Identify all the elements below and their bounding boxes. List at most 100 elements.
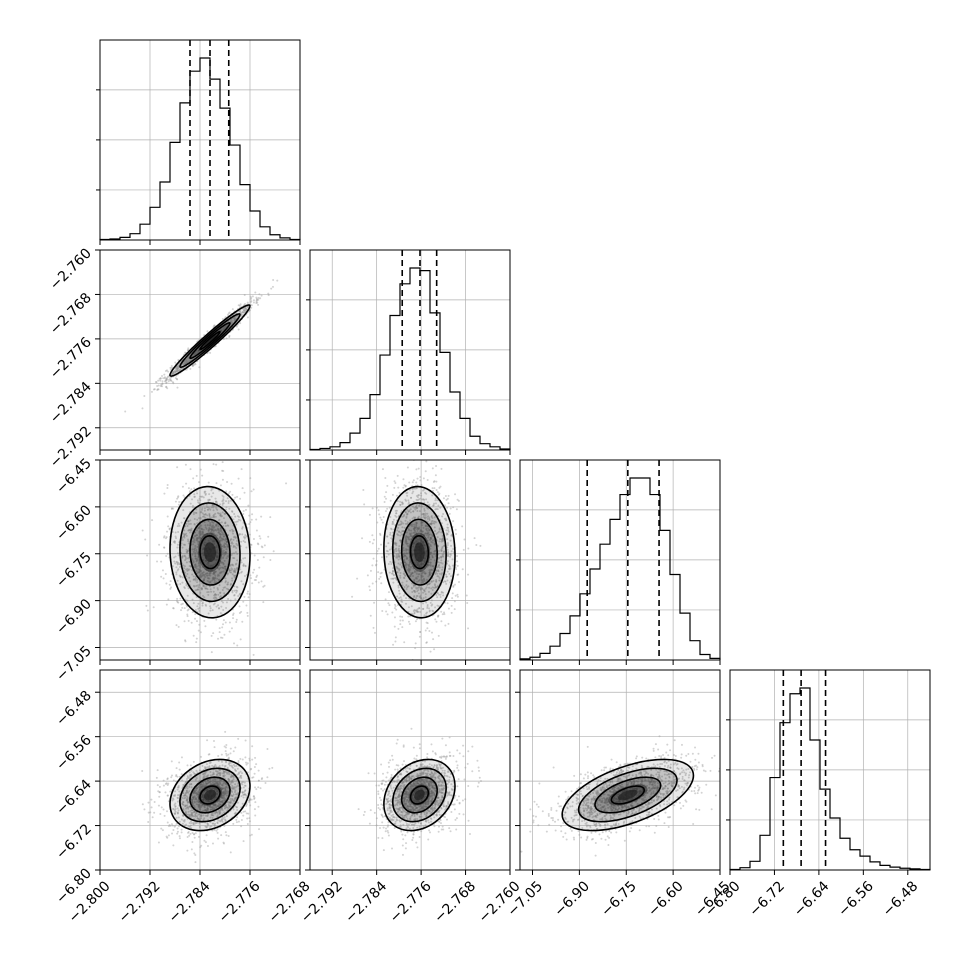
scatter-point [392, 567, 395, 570]
scatter-point [407, 499, 410, 502]
scatter-point [216, 551, 219, 554]
scatter-point [401, 501, 404, 504]
scatter-point [391, 520, 394, 523]
scatter-point [416, 563, 419, 566]
scatter-point [224, 580, 227, 583]
scatter-point [424, 629, 427, 632]
scatter-point [262, 585, 265, 588]
scatter-point [445, 533, 448, 536]
scatter-point [195, 641, 198, 644]
scatter-point [176, 367, 179, 370]
scatter-point [176, 797, 179, 800]
scatter-point [405, 562, 408, 565]
scatter-point [212, 572, 215, 575]
scatter-point [223, 792, 226, 795]
scatter-point [424, 557, 427, 560]
x-tick-label: −6.48 [880, 878, 922, 920]
scatter-point [231, 552, 234, 555]
scatter-point [201, 531, 204, 534]
scatter-point [437, 584, 440, 587]
scatter-point [389, 515, 392, 518]
scatter-point [417, 592, 420, 595]
scatter-point [206, 588, 209, 591]
scatter-point [413, 567, 416, 570]
scatter-point [211, 539, 214, 542]
scatter-point [427, 533, 430, 536]
scatter-point [423, 590, 426, 593]
scatter-point [397, 486, 400, 489]
scatter-point [419, 570, 422, 573]
scatter-point [222, 499, 225, 502]
scatter-point [447, 622, 450, 625]
scatter-point [414, 647, 417, 650]
scatter-point [441, 539, 444, 542]
scatter-point [385, 491, 388, 494]
scatter-point [256, 298, 259, 301]
scatter-point [400, 598, 403, 601]
scatter-point [418, 607, 421, 610]
scatter-point [214, 804, 217, 807]
scatter-point [185, 568, 188, 571]
scatter-point [405, 558, 408, 561]
scatter-point [211, 528, 214, 531]
scatter-point [413, 578, 416, 581]
scatter-point [156, 388, 159, 391]
scatter-point [181, 485, 184, 488]
scatter-point [399, 531, 402, 534]
scatter-point [233, 535, 236, 538]
scatter-point [186, 599, 189, 602]
scatter-point [448, 568, 451, 571]
scatter-point [202, 534, 205, 537]
scatter-point [408, 481, 411, 484]
scatter-point [213, 540, 216, 543]
scatter-point [395, 608, 398, 611]
scatter-point [201, 515, 204, 518]
scatter-point [246, 301, 249, 304]
scatter-point [426, 564, 429, 567]
scatter-point [436, 566, 439, 569]
scatter-point [172, 371, 175, 374]
scatter-point [413, 525, 416, 528]
scatter-point [203, 507, 206, 510]
scatter-point [200, 586, 203, 589]
scatter-point [415, 609, 418, 612]
scatter-point [433, 502, 436, 505]
scatter-point [410, 565, 413, 568]
scatter-point [231, 784, 234, 787]
scatter-point [210, 814, 213, 817]
scatter-point [375, 552, 378, 555]
scatter-point [209, 825, 212, 828]
scatter-point [235, 585, 238, 588]
scatter-point [190, 782, 193, 785]
scatter-point [189, 522, 192, 525]
scatter-point [446, 523, 449, 526]
scatter-point [209, 770, 212, 773]
scatter-point [223, 512, 226, 515]
scatter-point [441, 515, 444, 518]
scatter-point [200, 600, 203, 603]
scatter-point [403, 573, 406, 576]
scatter-point [211, 564, 214, 567]
scatter-point [175, 566, 178, 569]
scatter-point [170, 507, 173, 510]
scatter-point [209, 572, 212, 575]
scatter-point [243, 309, 246, 312]
scatter-point [173, 540, 176, 543]
scatter-point [211, 528, 214, 531]
scatter-point [395, 554, 398, 557]
scatter-point [423, 501, 426, 504]
scatter-point [416, 577, 419, 580]
scatter-point [415, 521, 418, 524]
scatter-point [408, 532, 411, 535]
scatter-point [226, 555, 229, 558]
scatter-point [176, 543, 179, 546]
scatter-point [221, 504, 224, 507]
scatter-point [222, 623, 225, 626]
scatter-point [235, 546, 238, 549]
density-contour [179, 502, 241, 603]
joint-content [351, 460, 482, 660]
scatter-point [408, 568, 411, 571]
scatter-point [242, 793, 245, 796]
scatter-point [385, 555, 388, 558]
scatter-point [220, 793, 223, 796]
